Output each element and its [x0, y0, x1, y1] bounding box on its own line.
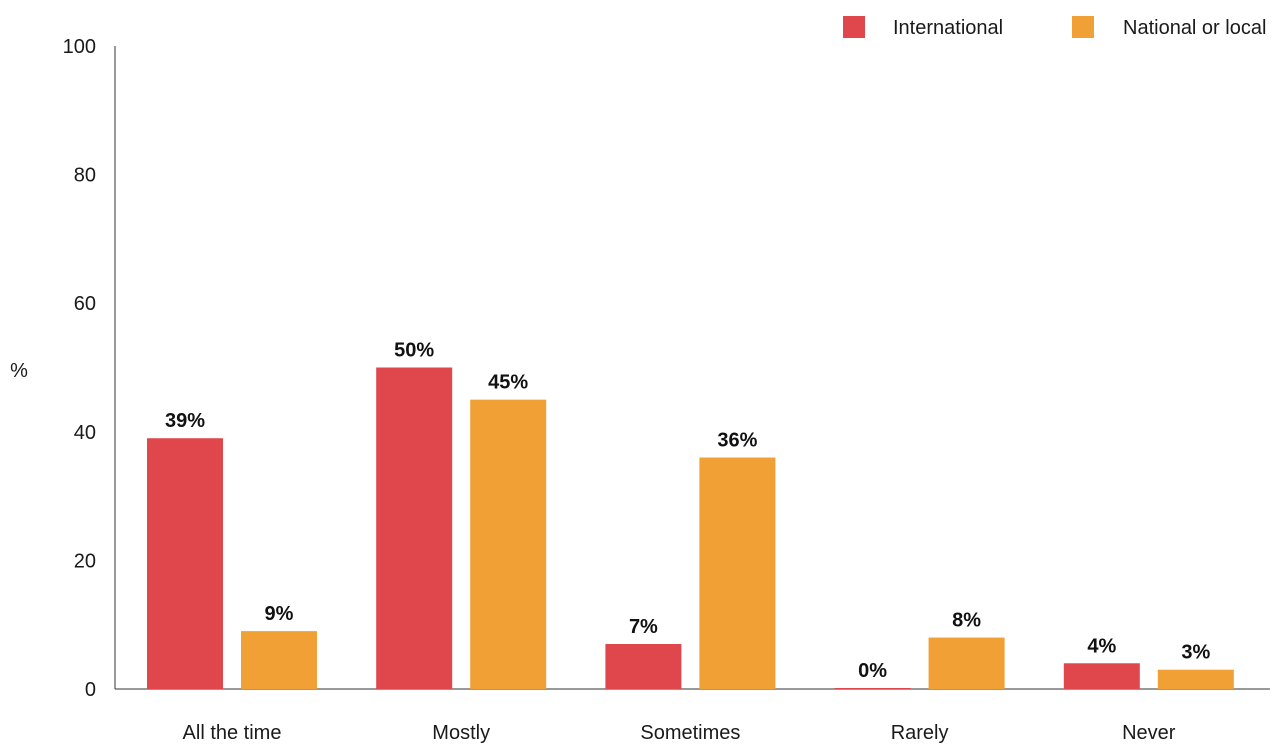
data-label: 36%: [717, 430, 757, 452]
data-label: 50%: [394, 340, 434, 362]
x-tick-label: Sometimes: [640, 722, 740, 744]
bar-national-or-local: [928, 637, 1005, 689]
bar-national-or-local: [699, 457, 776, 689]
x-tick-label: All the time: [183, 722, 282, 744]
bar-international: [834, 688, 911, 689]
legend-label: International: [893, 17, 1003, 39]
data-labels: 39% 9% 50% 45% 7% 36% 0% 8% 4% 3%: [165, 340, 1210, 683]
x-axis-labels: All the time Mostly Sometimes Rarely Never: [183, 722, 1176, 744]
y-tick-label: 60: [74, 293, 96, 315]
data-label: 9%: [265, 603, 294, 625]
bar-national-or-local: [241, 631, 317, 689]
x-tick-label: Mostly: [432, 722, 490, 744]
data-label: 4%: [1087, 635, 1116, 657]
y-tick-label: 0: [85, 679, 96, 701]
legend: International National or local: [843, 16, 1266, 39]
legend-swatch: [1072, 16, 1094, 38]
x-tick-label: Rarely: [891, 722, 949, 744]
data-label: 7%: [629, 616, 658, 638]
y-tick-label: 20: [74, 550, 96, 572]
y-axis: 0 20 40 60 80 100: [63, 36, 1270, 701]
y-tick-label: 100: [63, 36, 96, 58]
bar-national-or-local: [470, 399, 547, 689]
data-label: 39%: [165, 410, 205, 432]
y-axis-label: %: [10, 360, 28, 382]
y-tick-label: 80: [74, 165, 96, 187]
legend-label: National or local: [1123, 17, 1266, 39]
data-label: 0%: [858, 660, 887, 682]
legend-swatch: [843, 16, 865, 38]
bar-international: [147, 438, 223, 689]
bar-national-or-local: [1157, 669, 1234, 689]
x-tick-label: Never: [1122, 722, 1176, 744]
data-label: 3%: [1181, 642, 1210, 664]
bar-international: [376, 367, 453, 689]
bars: [147, 367, 1234, 689]
data-label: 8%: [952, 610, 981, 632]
data-label: 45%: [488, 372, 528, 394]
y-tick-label: 40: [74, 422, 96, 444]
bar-international: [1063, 663, 1140, 689]
bar-international: [605, 643, 682, 689]
